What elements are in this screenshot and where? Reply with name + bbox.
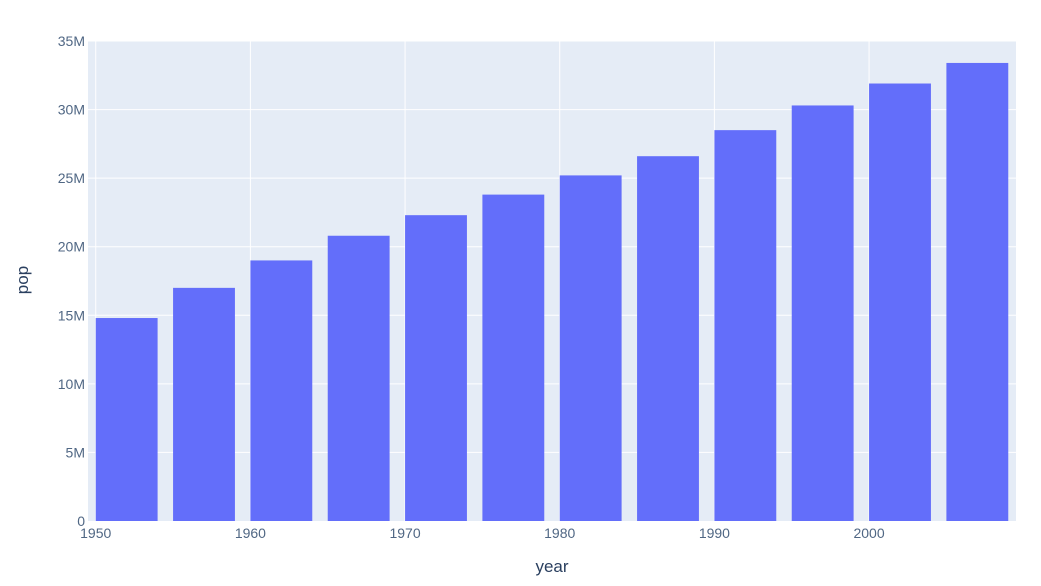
bar-1992[interactable] <box>714 130 777 521</box>
bar-1977[interactable] <box>482 194 545 521</box>
bar-2007[interactable] <box>946 62 1009 521</box>
bar-2002[interactable] <box>869 83 931 521</box>
x-tick-label: 1970 <box>389 525 420 541</box>
bar-1967[interactable] <box>327 235 390 521</box>
bar-1997[interactable] <box>791 105 854 521</box>
bars <box>95 62 1009 521</box>
x-tick-label: 1990 <box>699 525 730 541</box>
y-tick-label: 15M <box>58 307 85 323</box>
x-axis-ticks: 1950 1960 1970 1980 1990 2000 <box>80 525 885 541</box>
x-tick-label: 1960 <box>235 525 266 541</box>
x-axis-title: year <box>535 557 568 576</box>
plot-background <box>88 41 1016 521</box>
bar-1982[interactable] <box>559 175 622 521</box>
bar-1987[interactable] <box>637 156 699 521</box>
y-axis-title: pop <box>13 266 32 294</box>
y-tick-label: 10M <box>58 376 85 392</box>
x-tick-label: 1980 <box>544 525 575 541</box>
y-tick-label: 35M <box>58 33 85 49</box>
y-axis-ticks: 0 5M 10M 15M 20M 25M 30M 35M <box>58 33 85 529</box>
bar-1972[interactable] <box>405 215 467 521</box>
x-tick-label: 2000 <box>853 525 884 541</box>
bar-1962[interactable] <box>250 260 313 521</box>
x-tick-label: 1950 <box>80 525 111 541</box>
y-tick-label: 25M <box>58 170 85 186</box>
bar-1957[interactable] <box>173 287 235 521</box>
y-tick-label: 30M <box>58 102 85 118</box>
y-tick-label: 5M <box>66 444 85 460</box>
y-tick-label: 0 <box>77 513 85 529</box>
bar-1952[interactable] <box>95 318 158 521</box>
y-tick-label: 20M <box>58 239 85 255</box>
